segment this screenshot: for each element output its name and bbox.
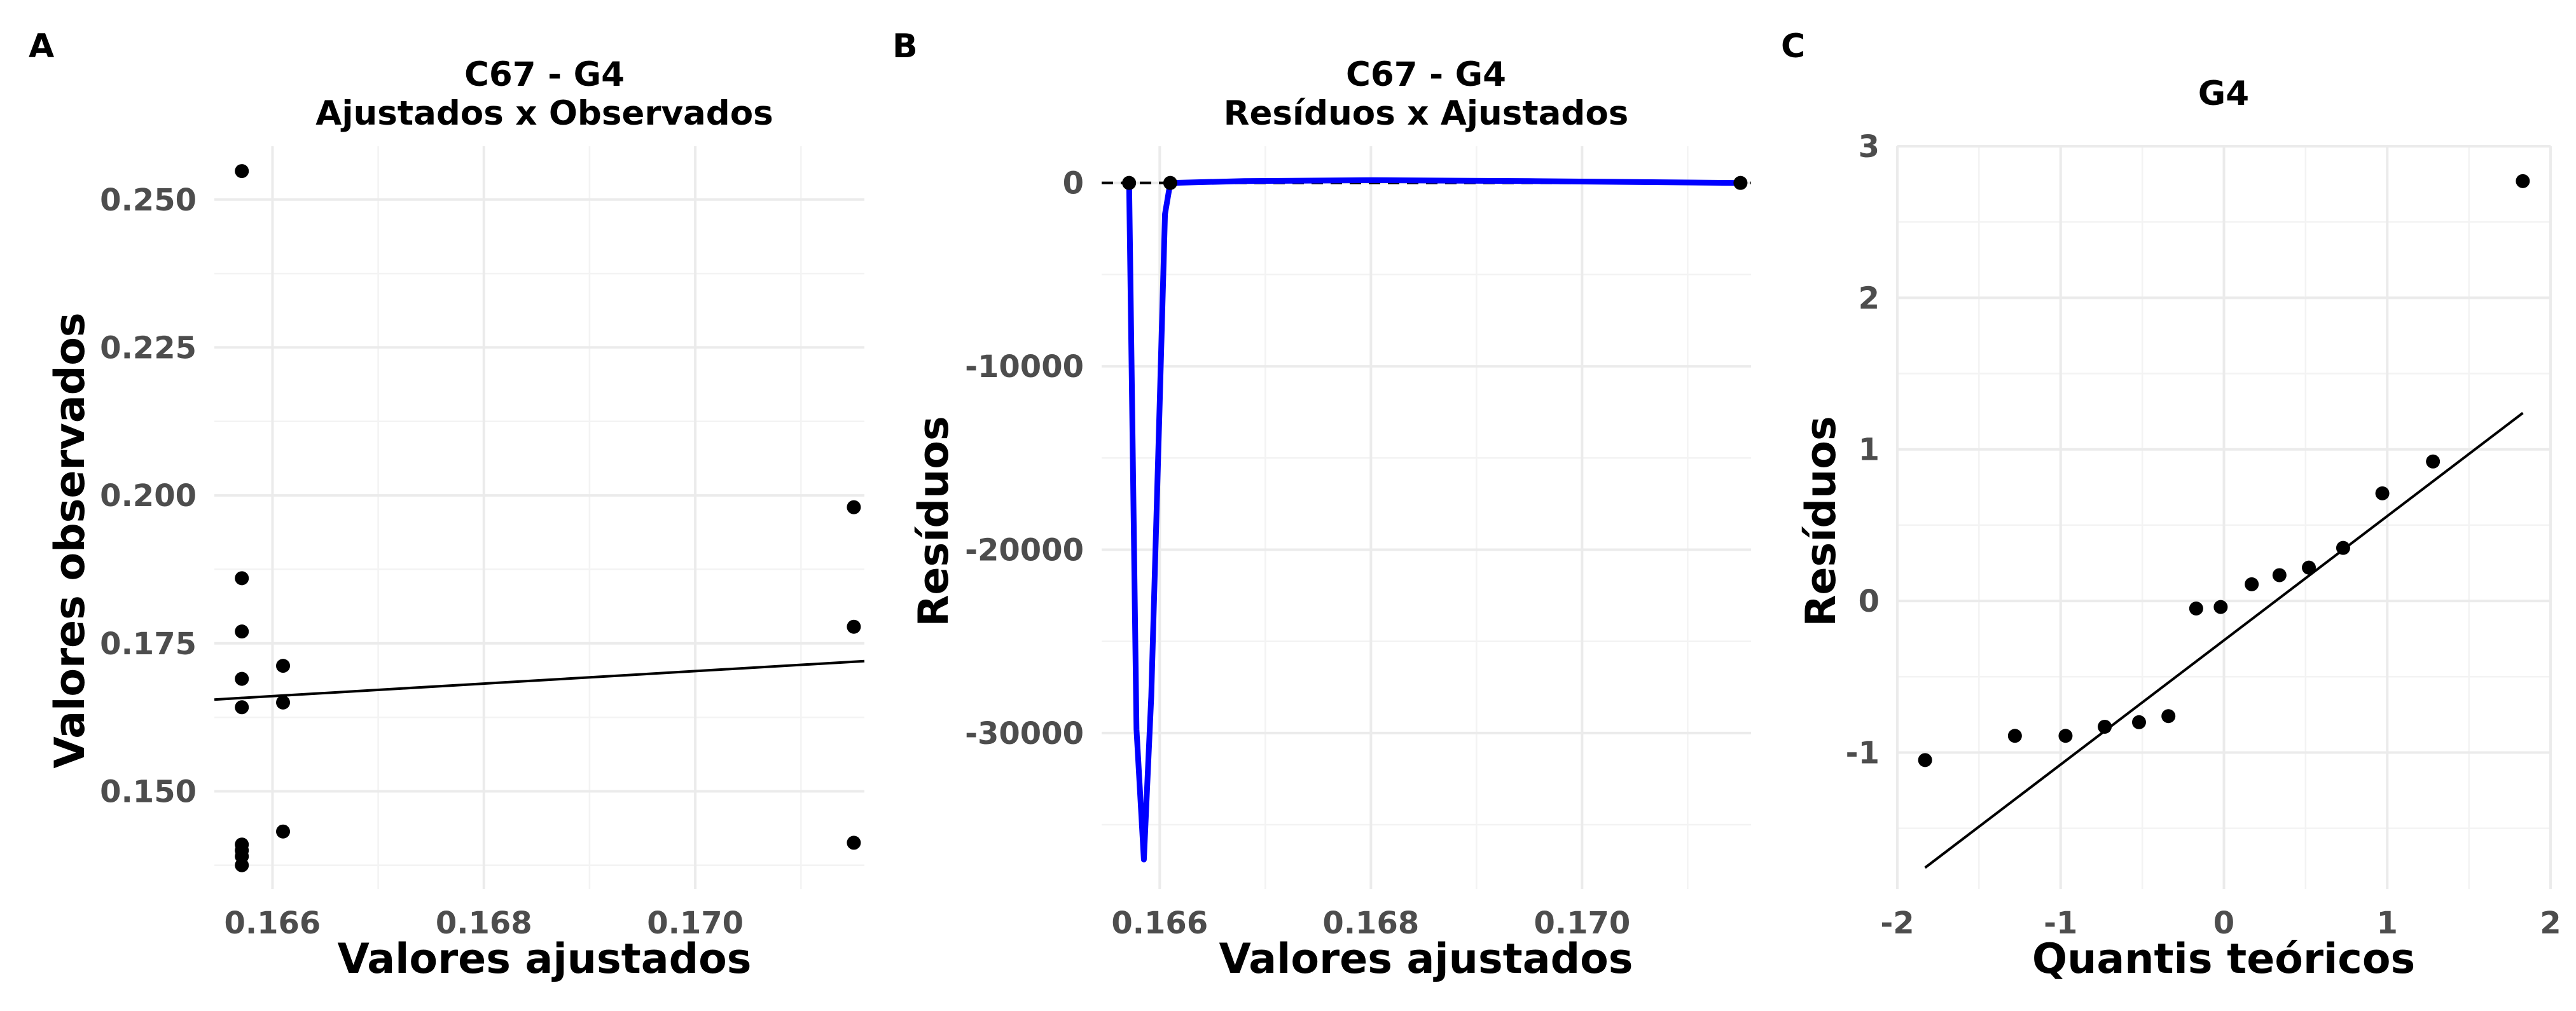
data-point [2516, 174, 2530, 188]
panel-a-y-ticks: 0.150 0.175 0.200 0.225 0.250 [100, 182, 197, 810]
x-tick-label: 0.168 [1322, 905, 1419, 941]
y-tick-label: 0.175 [100, 626, 197, 662]
panel-b-grid-minor [1102, 146, 1751, 889]
data-point [235, 858, 249, 872]
panel-b-title-line-2: Resíduos x Ajustados [1224, 94, 1629, 133]
y-tick-label: 0.150 [100, 774, 197, 809]
y-tick-label: -1 [1846, 735, 1880, 771]
data-point [1122, 175, 1137, 190]
panel-c-y-axis-label: Resíduos [1797, 416, 1845, 626]
panel-a-title-line-1: C67 - G4 [464, 55, 625, 94]
y-tick-label: -20000 [965, 532, 1084, 568]
panel-a-grid-major [214, 146, 864, 889]
data-point [276, 659, 291, 673]
fitted-line [214, 659, 865, 701]
panel-a: A C67 - G4 Ajustados x Observados 0.166 0… [29, 27, 865, 983]
y-tick-label: -30000 [965, 716, 1084, 752]
panel-c-title: G4 [2198, 74, 2249, 113]
x-tick-label: -1 [2044, 905, 2077, 941]
panel-b: B C67 - G4 Resíduos x Ajustados 0.166 0.1… [892, 27, 1751, 983]
x-tick-label: 2 [2540, 905, 2561, 941]
panel-c: C G4 -2 -1 0 1 2 -1 0 1 2 3 Quantis teóricos Res… [1781, 27, 2561, 983]
data-point [2161, 709, 2176, 724]
data-point [1733, 175, 1748, 190]
x-tick-label: 0.168 [436, 905, 532, 941]
x-tick-label: 0.166 [224, 905, 321, 941]
y-tick-label: 0 [1859, 584, 1880, 619]
y-tick-label: 0.225 [100, 330, 197, 366]
panel-letter-c: C [1781, 27, 1805, 65]
panel-b-lines [1126, 177, 1741, 863]
data-point [2213, 600, 2228, 614]
data-point [2272, 568, 2287, 582]
data-point [276, 824, 291, 839]
y-tick-label: -10000 [965, 349, 1084, 385]
panel-a-y-axis-label: Valores observados [46, 312, 94, 768]
y-tick-label: 0 [1063, 166, 1084, 202]
data-point [1163, 175, 1177, 190]
data-point [847, 619, 861, 634]
panel-a-title-line-2: Ajustados x Observados [315, 94, 773, 133]
data-point [2245, 577, 2259, 591]
data-point [2336, 540, 2350, 555]
panel-c-grid-minor [1897, 146, 2551, 889]
x-tick-label: 0 [2213, 905, 2234, 941]
panel-b-title-line-1: C67 - G4 [1346, 55, 1506, 94]
panel-c-x-axis-label: Quantis teóricos [2032, 935, 2415, 983]
y-tick-label: 0.200 [100, 478, 197, 514]
residual-curve [1126, 177, 1741, 863]
panel-c-y-ticks: -1 0 1 2 3 [1846, 129, 1880, 771]
panel-c-x-ticks: -2 -1 0 1 2 [1880, 905, 2561, 941]
panel-letter-a: A [29, 27, 54, 65]
panel-a-lines [214, 659, 865, 701]
data-point [235, 700, 249, 715]
data-point [2007, 729, 2022, 743]
x-tick-label: 1 [2377, 905, 2398, 941]
data-point [235, 671, 249, 686]
panel-b-x-axis-label: Valores ajustados [1219, 935, 1633, 983]
panel-c-lines [1924, 411, 2524, 869]
data-point [2098, 719, 2112, 734]
y-tick-label: 0.250 [100, 182, 197, 218]
panel-letter-b: B [892, 27, 918, 65]
data-point [276, 695, 291, 710]
data-point [235, 164, 249, 179]
panel-a-points [235, 164, 861, 872]
x-tick-label: 0.170 [1534, 905, 1630, 941]
data-point [2058, 729, 2073, 743]
panel-b-x-ticks: 0.166 0.168 0.170 [1111, 905, 1630, 941]
panel-b-y-ticks: -30000 -20000 -10000 0 [965, 166, 1084, 752]
fitted-line [1924, 411, 2524, 869]
data-point [235, 624, 249, 639]
data-point [847, 836, 861, 850]
panel-a-x-ticks: 0.166 0.168 0.170 [224, 905, 744, 941]
data-point [2302, 560, 2316, 575]
panel-b-y-axis-label: Resíduos [910, 416, 958, 626]
x-tick-label: -2 [1880, 905, 1914, 941]
panel-a-x-axis-label: Valores ajustados [338, 935, 752, 983]
data-point [847, 500, 861, 514]
data-point [2426, 454, 2441, 469]
y-tick-label: 1 [1859, 432, 1880, 468]
data-point [2375, 486, 2390, 500]
data-point [1918, 753, 1932, 767]
x-tick-label: 0.170 [647, 905, 744, 941]
y-tick-label: 2 [1859, 280, 1880, 316]
data-point [2131, 715, 2146, 729]
panel-a-grid-minor [214, 146, 864, 889]
panel-b-points [1122, 175, 1748, 190]
y-tick-label: 3 [1859, 129, 1880, 165]
x-tick-label: 0.166 [1111, 905, 1208, 941]
panel-c-points [1918, 174, 2530, 767]
data-point [2189, 602, 2203, 616]
data-point [235, 571, 249, 586]
